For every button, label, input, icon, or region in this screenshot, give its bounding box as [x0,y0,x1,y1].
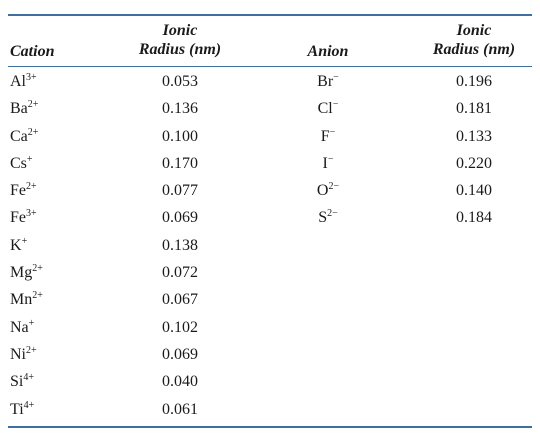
cation-charge: 2+ [26,344,37,356]
anion-symbol: Cl [317,100,333,118]
anion-cell: F− [290,123,366,150]
cation-cell: Fe3+ [10,204,120,231]
header-cation-radius-line1: Ionic [162,22,198,39]
cation-radius-cell: 0.138 [162,236,198,254]
cation-cell: Na+ [10,314,120,341]
table-top-rule [8,14,532,16]
anion-charge: − [332,99,339,111]
anion-radius-cell: 0.181 [456,100,492,118]
anion-cell: S2− [290,204,366,231]
cation-charge: + [21,235,28,247]
cation-symbol: Mg [10,264,33,282]
cation-symbol: Ca [10,127,28,145]
cation-symbol: Si [10,373,24,391]
anion-symbol: Br [317,73,334,90]
header-anion-radius: Ionic Radius (nm) [416,21,532,59]
table-bottom-rule [8,426,532,428]
cation-charge: 2+ [32,290,43,302]
cation-radius-cell: 0.061 [162,400,198,418]
header-cation: Cation [10,42,54,61]
header-cation-radius: Ionic Radius (nm) [125,21,235,59]
cation-cell: Mn2+ [10,286,120,313]
cation-cell: Si4+ [10,368,120,395]
anion-charge: − [333,72,339,83]
cation-radius-column: 0.053 0.136 0.100 0.170 0.077 0.069 0.138 0.072… [125,68,235,423]
cation-charge: 2+ [27,126,39,138]
cation-cell: Fe2+ [10,177,120,204]
anion-cell: Br− [290,68,366,95]
cation-charge: 4+ [23,372,34,384]
anion-symbol: I [322,154,328,172]
cation-symbol: Fe [10,209,26,227]
cation-radius-cell: 0.100 [162,127,198,145]
anion-radius-cell: 0.196 [456,73,492,90]
cation-column: Al3+ Ba2+ Ca2+ Cs+ Fe2+ Fe3+ K+ Mg2+ Mn2+ Na+ Ni2+… [10,68,120,423]
cation-symbol: Ba [10,100,28,118]
anion-radius-cell: 0.140 [456,182,492,200]
cation-charge: + [26,153,33,165]
cation-cell: Al3+ [10,68,120,95]
header-anion-radius-line1: Ionic [456,22,492,39]
anion-column: Br− Cl− F− I− O2− S2− [290,68,366,232]
cation-charge: 3+ [26,208,37,220]
cation-cell: Ni2+ [10,341,120,368]
cation-cell: Ca2+ [10,123,120,150]
header-anion: Anion [290,42,366,61]
cation-symbol: Cs [10,154,27,172]
header-anion-radius-line2: Radius (nm) [432,41,516,58]
anion-cell: O2− [290,177,366,204]
cation-radius-cell: 0.067 [162,291,198,309]
cation-symbol: Ni [10,345,26,363]
cation-charge: 2+ [27,99,39,111]
anion-charge: 2− [327,208,338,220]
anion-symbol: O [316,182,329,200]
anion-charge: 2− [328,181,340,193]
anion-symbol: F [320,127,330,145]
anion-cell: I− [290,150,366,177]
anion-cell: Cl− [290,95,366,122]
anion-radius-column: 0.196 0.181 0.133 0.220 0.140 0.184 [416,68,532,232]
cation-symbol: K [10,236,22,254]
header-anion-label: Anion [307,43,349,60]
anion-radius-cell: 0.184 [456,209,492,227]
cation-radius-cell: 0.136 [162,100,198,118]
cation-symbol: Ti [10,400,24,418]
cation-cell: Mg2+ [10,259,120,286]
cation-cell: Ti4+ [10,396,120,423]
header-cation-radius-line2: Radius (nm) [138,41,222,58]
cation-charge: 2+ [32,263,43,275]
cation-radius-cell: 0.102 [162,318,198,336]
table-header-rule [8,66,532,67]
cation-radius-cell: 0.170 [162,154,198,172]
cation-symbol: Al [10,73,26,90]
anion-symbol: S [318,209,328,227]
cation-radius-cell: 0.053 [162,73,198,90]
cation-radius-cell: 0.069 [162,209,198,227]
cation-charge: 2+ [26,181,37,193]
cation-radius-cell: 0.072 [162,264,198,282]
anion-radius-cell: 0.220 [456,154,492,172]
cation-cell: K+ [10,232,120,259]
cation-cell: Ba2+ [10,95,120,122]
cation-symbol: Mn [10,291,33,309]
cation-radius-cell: 0.077 [162,182,198,200]
anion-charge: − [329,126,336,138]
cation-cell: Cs+ [10,150,120,177]
cation-symbol: Fe [10,182,26,200]
header-cation-label: Cation [10,43,55,60]
cation-charge: 4+ [23,399,35,411]
cation-charge: + [28,317,35,329]
anion-radius-cell: 0.133 [456,127,492,145]
cation-charge: 3+ [26,72,37,83]
cation-radius-cell: 0.069 [162,345,198,363]
anion-charge: − [327,153,334,165]
cation-symbol: Na [10,318,29,336]
cation-radius-cell: 0.040 [162,373,198,391]
